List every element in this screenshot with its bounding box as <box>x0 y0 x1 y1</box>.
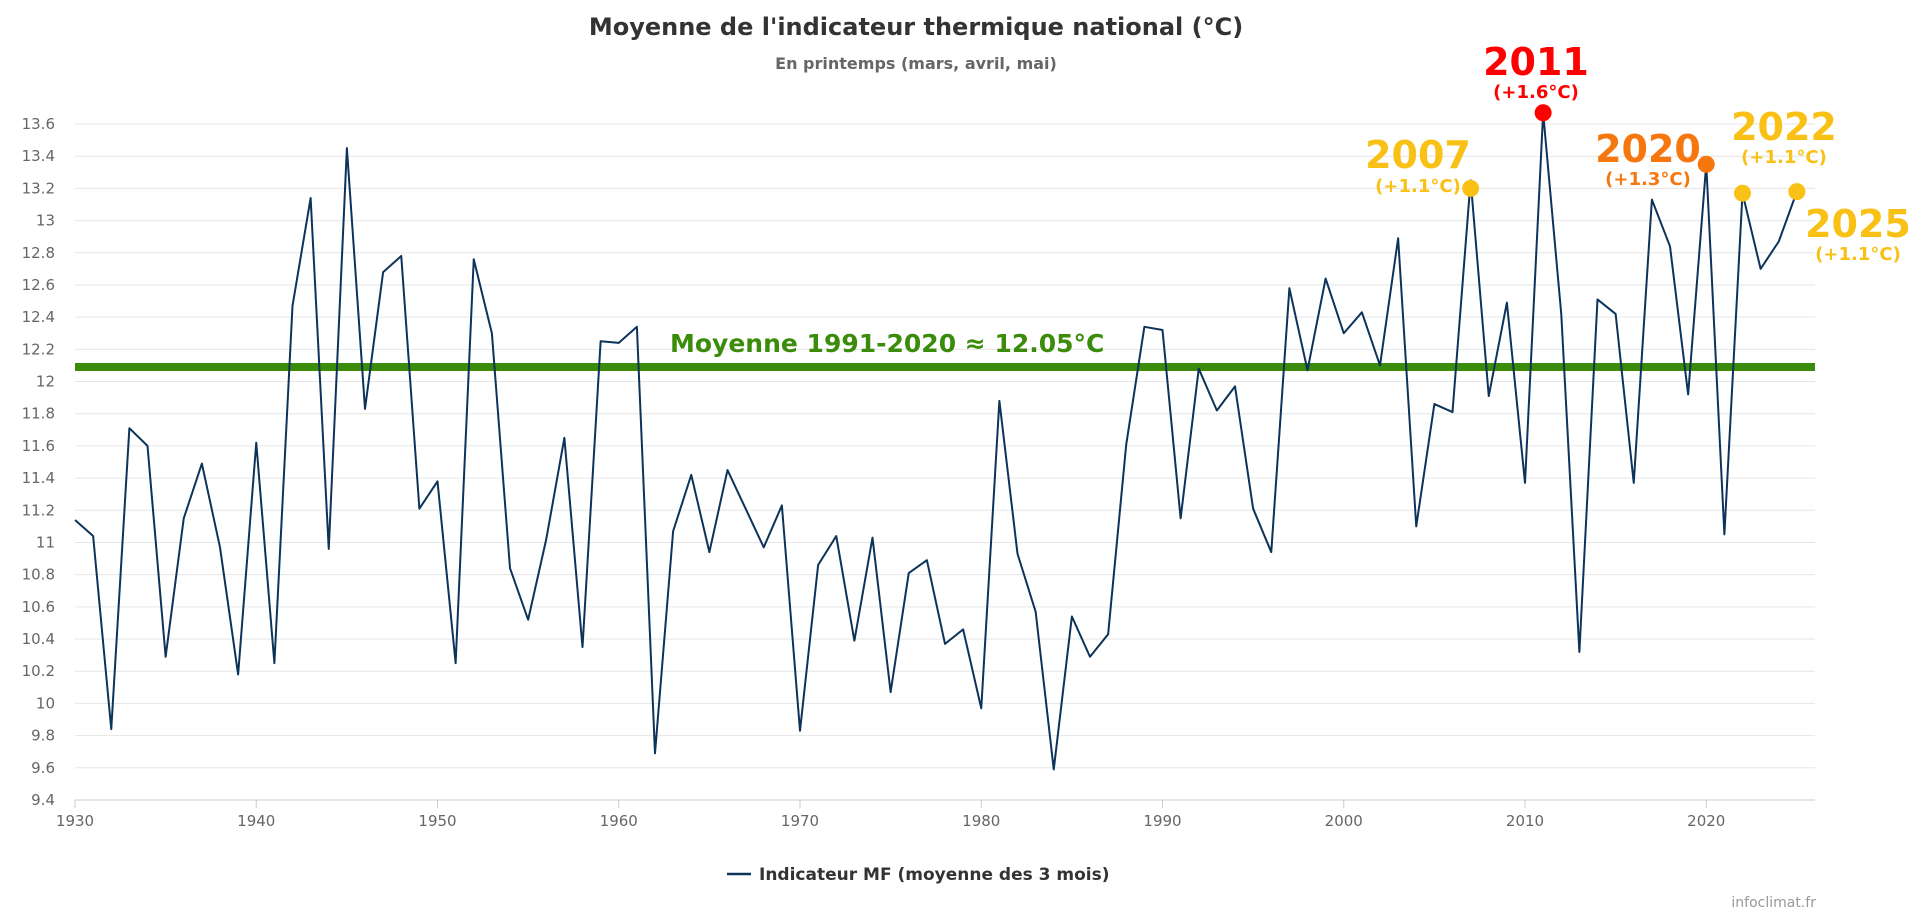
y-tick-label: 12.6 <box>22 276 55 294</box>
x-tick-label: 1980 <box>962 812 1000 830</box>
x-tick-label: 1950 <box>418 812 456 830</box>
chart-title: Moyenne de l'indicateur thermique nation… <box>589 13 1243 41</box>
y-tick-label: 12.4 <box>22 308 55 326</box>
annotation-marker-2025[interactable] <box>1788 183 1806 201</box>
y-tick-label: 11.4 <box>22 469 55 487</box>
annotation-year-2022: 2022 <box>1731 105 1837 149</box>
chart-subtitle: En printemps (mars, avril, mai) <box>775 54 1057 73</box>
series-line-indicateur-mf <box>74 111 1798 771</box>
y-tick-label: 10.6 <box>22 598 55 616</box>
annotation-2011: 2011 (+1.6°C) <box>1483 40 1589 122</box>
annotation-anomaly-2011: (+1.6°C) <box>1493 82 1579 103</box>
annotation-2022: 2022 (+1.1°C) <box>1731 105 1837 202</box>
y-tick-label: 10 <box>36 694 55 712</box>
y-tick-label: 10.4 <box>22 630 55 648</box>
annotation-anomaly-2022: (+1.1°C) <box>1741 147 1827 168</box>
x-tick-label: 1970 <box>781 812 819 830</box>
grid <box>75 123 1815 801</box>
annotation-year-2020: 2020 <box>1595 127 1701 171</box>
annotation-marker-2022[interactable] <box>1734 184 1751 202</box>
annotation-year-2007: 2007 <box>1365 133 1471 177</box>
y-tick-label: 13.2 <box>22 179 55 197</box>
annotation-year-2025: 2025 <box>1805 202 1911 246</box>
x-tick-label: 1960 <box>600 812 638 830</box>
y-tick-label: 13.4 <box>22 147 55 165</box>
annotation-marker-2020[interactable] <box>1697 155 1715 173</box>
y-tick-label: 12.2 <box>22 340 55 358</box>
annotation-anomaly-2020: (+1.3°C) <box>1605 169 1691 190</box>
y-tick-label: 9.8 <box>31 727 55 745</box>
y-tick-label: 12.8 <box>22 244 55 262</box>
x-tick-label: 1940 <box>237 812 275 830</box>
y-tick-label: 13 <box>36 212 55 230</box>
annotation-marker-2007[interactable] <box>1462 179 1480 197</box>
x-tick-label: 1990 <box>1143 812 1181 830</box>
x-tick-label: 2010 <box>1506 812 1544 830</box>
annotation-2020: 2020 (+1.3°C) <box>1595 127 1715 190</box>
y-tick-label: 11.8 <box>22 405 55 423</box>
y-tick-label: 12 <box>36 373 55 391</box>
annotation-anomaly-2025: (+1.1°C) <box>1815 244 1901 265</box>
x-tick-label: 1930 <box>56 812 94 830</box>
legend[interactable]: Indicateur MF (moyenne des 3 mois) <box>727 865 1110 885</box>
reference-line-label: Moyenne 1991-2020 ≈ 12.05°C <box>670 329 1104 358</box>
annotation-2025: 2025 (+1.1°C) <box>1788 183 1911 265</box>
y-tick-label: 10.8 <box>22 566 55 584</box>
annotation-marker-2011[interactable] <box>1534 104 1552 122</box>
y-tick-label: 10.2 <box>22 662 55 680</box>
annotation-anomaly-2007: (+1.1°C) <box>1375 176 1461 197</box>
y-axis-labels: 9.4 9.6 9.8 10 10.2 10.4 10.6 10.8 11 11.2 11.4 11.… <box>22 115 55 809</box>
y-tick-label: 9.6 <box>31 759 55 777</box>
y-tick-label: 11.6 <box>22 437 55 455</box>
x-axis: 1930 1940 1950 1960 1970 1980 1990 2000 2010 2020 <box>56 800 1725 830</box>
x-tick-label: 2020 <box>1687 812 1725 830</box>
reference-line-group: Moyenne 1991-2020 ≈ 12.05°C <box>75 329 1815 372</box>
y-tick-label: 11.2 <box>22 501 55 519</box>
annotations: 2007 (+1.1°C) 2011 (+1.6°C) 2020 (+1.3°C… <box>1365 40 1911 265</box>
annotation-year-2011: 2011 <box>1483 40 1589 84</box>
y-tick-label: 13.6 <box>22 115 55 133</box>
annotation-2007: 2007 (+1.1°C) <box>1365 133 1480 197</box>
y-tick-label: 9.4 <box>31 791 55 809</box>
legend-label: Indicateur MF (moyenne des 3 mois) <box>759 865 1110 885</box>
y-tick-label: 11 <box>36 533 55 551</box>
x-tick-label: 2000 <box>1325 812 1363 830</box>
credit-text: infoclimat.fr <box>1731 895 1816 911</box>
